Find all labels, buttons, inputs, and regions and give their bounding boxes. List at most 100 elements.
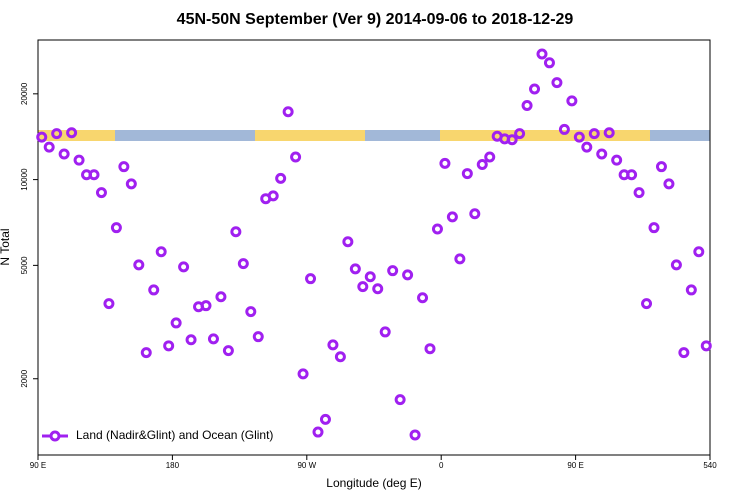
data-point — [185, 334, 197, 346]
data-point — [215, 291, 227, 303]
data-point — [155, 246, 167, 258]
data-point — [200, 300, 212, 312]
data-point — [469, 208, 481, 220]
data-point — [454, 253, 466, 265]
data-point — [140, 347, 152, 359]
data-point — [170, 317, 182, 329]
data-point — [103, 298, 115, 310]
data-point — [73, 154, 85, 166]
land-band — [255, 130, 365, 141]
data-point — [342, 236, 354, 248]
data-point — [312, 426, 324, 438]
data-point — [349, 263, 361, 275]
data-point — [237, 258, 249, 270]
data-point — [282, 106, 294, 118]
data-point — [439, 157, 451, 169]
data-point — [484, 151, 496, 163]
data-point — [297, 368, 309, 380]
data-point — [207, 333, 219, 345]
data-point — [409, 429, 421, 441]
data-point — [558, 123, 570, 135]
data-point — [678, 347, 690, 359]
data-point — [693, 246, 705, 258]
data-point — [334, 351, 346, 363]
data-point — [641, 298, 653, 310]
data-point — [387, 265, 399, 277]
data-point — [514, 128, 526, 140]
data-point — [252, 331, 264, 343]
data-point — [66, 127, 78, 139]
data-point — [95, 187, 107, 199]
data-point — [319, 413, 331, 425]
x-tick-label: 180 — [166, 461, 180, 470]
data-point — [424, 343, 436, 355]
data-point — [51, 128, 63, 140]
data-point — [670, 259, 682, 271]
legend-marker — [49, 430, 61, 442]
data-point — [110, 222, 122, 234]
data-point — [43, 141, 55, 153]
y-tick-label: 10000 — [20, 168, 29, 191]
data-point — [36, 131, 48, 143]
data-point — [566, 95, 578, 107]
data-point — [476, 158, 488, 170]
data-point — [543, 57, 555, 69]
y-axis-label: N Total — [0, 228, 12, 265]
x-tick-label: 0 — [439, 461, 444, 470]
data-point — [305, 273, 317, 285]
x-tick-label: 90 E — [30, 461, 46, 470]
data-point — [551, 77, 563, 89]
data-point — [222, 345, 234, 357]
data-point — [521, 100, 533, 112]
x-tick-label: 90 W — [297, 461, 316, 470]
data-point — [357, 281, 369, 293]
ocean-band — [38, 130, 710, 141]
data-point — [663, 178, 675, 190]
data-point — [379, 326, 391, 338]
x-tick-label: 90 E — [567, 461, 583, 470]
land-ocean-strip — [38, 130, 710, 141]
data-point — [633, 187, 645, 199]
land-band — [440, 130, 650, 141]
data-point — [588, 128, 600, 140]
y-tick-label: 2000 — [20, 369, 29, 387]
data-point — [267, 190, 279, 202]
data-point — [118, 161, 130, 173]
data-point — [148, 284, 160, 296]
data-point — [700, 340, 712, 352]
data-point — [529, 83, 541, 95]
data-point — [536, 48, 548, 60]
data-point — [611, 154, 623, 166]
data-point — [573, 131, 585, 143]
x-tick-label: 540 — [703, 461, 717, 470]
data-point — [245, 306, 257, 318]
data-point — [372, 283, 384, 295]
data-point — [655, 161, 667, 173]
data-point — [327, 339, 339, 351]
data-point — [402, 269, 414, 281]
data-point — [58, 148, 70, 160]
land-band — [38, 130, 115, 141]
data-point — [446, 211, 458, 223]
data-point — [461, 168, 473, 180]
chart-title: 45N-50N September (Ver 9) 2014-09-06 to … — [177, 11, 574, 28]
data-point — [506, 134, 518, 146]
legend-label: Land (Nadir&Glint) and Ocean (Glint) — [76, 428, 273, 442]
data-point — [230, 226, 242, 238]
data-point — [133, 259, 145, 271]
x-axis-label: Longitude (deg E) — [326, 476, 421, 490]
data-point — [417, 292, 429, 304]
data-point — [394, 394, 406, 406]
plot-frame — [37, 39, 711, 456]
data-point — [626, 169, 638, 181]
data-point — [163, 340, 175, 352]
y-tick-label: 20000 — [20, 82, 29, 105]
data-point — [431, 223, 443, 235]
data-point — [603, 127, 615, 139]
data-point — [581, 141, 593, 153]
data-point — [88, 169, 100, 181]
data-point — [596, 148, 608, 160]
data-point — [648, 222, 660, 234]
